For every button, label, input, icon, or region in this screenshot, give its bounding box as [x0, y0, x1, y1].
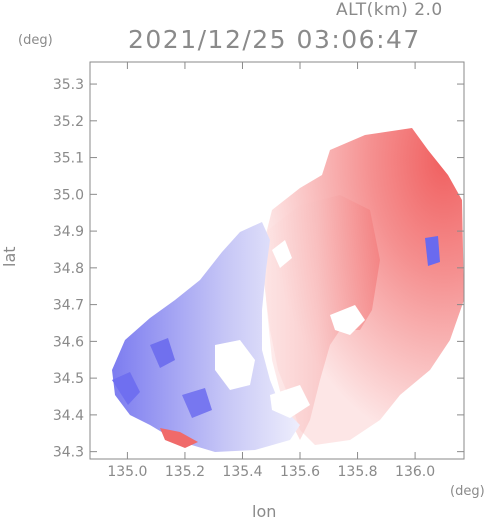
x-tick-label: 135.0 — [107, 464, 147, 480]
data-gap — [272, 240, 292, 268]
y-tick-label: 34.8 — [53, 261, 84, 277]
velocity-field — [112, 128, 464, 452]
receding-strong-patch — [160, 428, 198, 448]
approaching-strong-patch — [425, 236, 440, 266]
approaching-region — [112, 222, 300, 452]
y-tick-label: 34.6 — [53, 334, 84, 350]
data-gap — [330, 305, 365, 335]
altitude-label: ALT(km) 2.0 — [336, 0, 443, 20]
x-tick-label: 135.4 — [222, 464, 262, 480]
y-tick-label: 34.3 — [53, 445, 84, 461]
y-tick-label: 34.9 — [53, 224, 84, 240]
y-tick-label: 35.2 — [53, 114, 84, 130]
x-tick-label: 136.0 — [395, 464, 435, 480]
approaching-strong-patch — [182, 388, 212, 418]
x-axis-unit: (deg) — [450, 484, 485, 499]
y-tick-label: 34.7 — [53, 298, 84, 314]
chart-title-datetime: 2021/12/25 03:06:47 — [128, 25, 421, 54]
y-tick-label: 35.3 — [53, 77, 84, 93]
x-tick-label: 135.2 — [165, 464, 205, 480]
y-tick-label: 35.0 — [53, 187, 84, 203]
y-axis-ticks: 34.3 34.4 34.5 34.6 34.7 34.8 34.9 35.0 35.1 35.2… — [53, 77, 464, 461]
y-axis-unit: (deg) — [18, 33, 53, 48]
x-tick-label: 135.8 — [338, 464, 378, 480]
x-axis-ticks: 135.0 135.2 135.4 135.6 135.8 136.0 — [107, 62, 435, 480]
approaching-strong-patch — [150, 338, 175, 368]
y-tick-label: 34.5 — [53, 371, 84, 387]
data-gap — [270, 385, 310, 418]
plot-frame — [89, 61, 465, 460]
y-tick-label: 35.1 — [53, 151, 84, 167]
x-axis-label: lon — [252, 502, 277, 521]
approaching-strong-patch — [112, 372, 140, 405]
receding-inner-region — [266, 195, 380, 440]
x-tick-label: 135.6 — [280, 464, 320, 480]
y-tick-label: 34.4 — [53, 408, 84, 424]
data-gap — [215, 340, 255, 390]
